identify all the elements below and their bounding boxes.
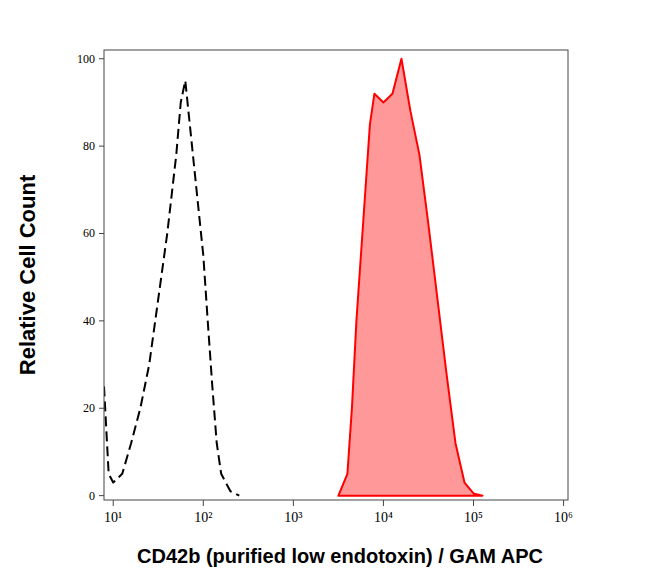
x-tick-label: 10⁶ (554, 510, 573, 525)
x-tick (383, 500, 384, 506)
x-tick (293, 500, 294, 506)
x-tick (113, 500, 114, 506)
x-tick-label: 10³ (284, 510, 302, 525)
y-tick (99, 233, 104, 234)
y-tick-label: 60 (83, 226, 95, 240)
histogram-line (104, 81, 239, 496)
data-layer (104, 59, 483, 496)
plot-frame (104, 50, 568, 500)
y-tick-label: 0 (89, 489, 95, 503)
x-tick-label: 10² (194, 510, 212, 525)
histogram-area (338, 59, 482, 496)
y-tick-label: 20 (83, 401, 95, 415)
y-tick (99, 320, 104, 321)
y-tick (99, 495, 104, 496)
x-tick-label: 10¹ (104, 510, 122, 525)
y-tick-label: 100 (77, 52, 95, 66)
y-tick (99, 58, 104, 59)
x-tick (203, 500, 204, 506)
x-tick-label: 10⁴ (374, 510, 393, 525)
x-tick-label: 10⁵ (464, 510, 483, 525)
x-axis-label: CD42b (purified low endotoxin) / GAM APC (137, 545, 543, 567)
y-tick (99, 408, 104, 409)
y-tick (99, 146, 104, 147)
y-tick-label: 40 (83, 314, 95, 328)
y-axis-label: Relative Cell Count (15, 174, 40, 375)
chart: 10¹ 10² 10³ 10⁴ 10⁵ 10⁶ 0 20 40 60 80 100 CD42b (pur… (0, 0, 650, 583)
y-tick-label: 80 (83, 139, 95, 153)
x-tick (563, 500, 564, 506)
x-tick (473, 500, 474, 506)
